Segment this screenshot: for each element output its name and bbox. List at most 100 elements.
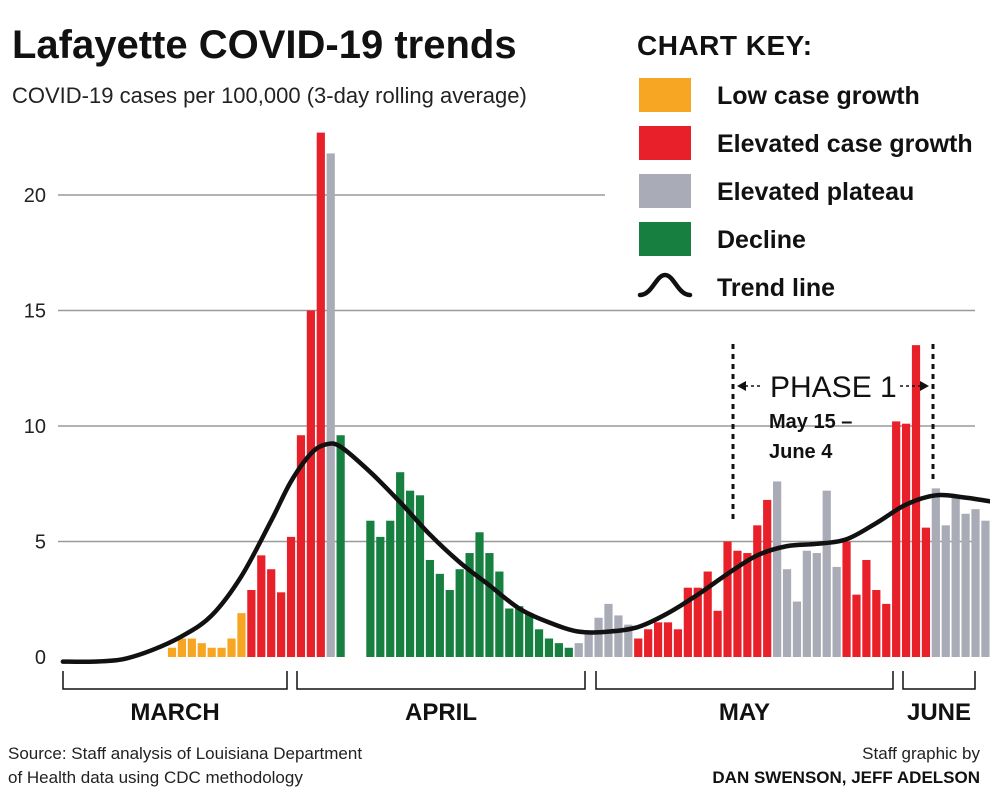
bar-low [217, 647, 226, 657]
bar-decline [386, 520, 395, 657]
bar-elevated [653, 622, 663, 657]
bar-plateau [951, 495, 960, 657]
bar-low [177, 638, 187, 657]
bar-elevated [733, 550, 742, 657]
bar-plateau [832, 566, 841, 657]
legend-label: Decline [717, 226, 806, 254]
y-tick-label: 15 [24, 301, 46, 323]
bar-plateau [792, 601, 802, 657]
chart-title: Lafayette COVID-19 trends [12, 23, 517, 67]
month-axis: MARCH APRIL MAY JUNE [62, 671, 976, 726]
source-line-1: Source: Staff analysis of Louisiana Depa… [8, 744, 362, 763]
bar-decline [405, 490, 415, 657]
legend-swatch [639, 174, 691, 208]
bar-elevated [634, 638, 643, 657]
bar-plateau [594, 617, 603, 657]
y-axis-ticks: 0 5 10 15 20 [24, 185, 46, 669]
legend-label: Trend line [717, 274, 835, 302]
bar-decline [366, 520, 375, 657]
bar-elevated [882, 603, 891, 657]
y-tick-label: 0 [35, 647, 46, 669]
bar-low [187, 638, 196, 657]
legend-swatch [639, 222, 691, 256]
bar-decline [534, 629, 544, 657]
month-label-april: APRIL [405, 699, 477, 726]
trend-line-group [60, 441, 990, 665]
bar-plateau [584, 631, 593, 657]
credit-line-2: DAN SWENSON, JEFF ADELSON [712, 768, 980, 787]
phase-annotation: PHASE 1 May 15 – June 4 [731, 344, 935, 522]
gridlines [58, 194, 975, 543]
bar-elevated [763, 499, 772, 657]
credit-line-1: Staff graphic by [862, 744, 980, 763]
bar-plateau [822, 490, 831, 657]
legend-label: Elevated case growth [717, 130, 973, 158]
month-bracket-april [296, 671, 586, 690]
bar-elevated [713, 610, 722, 657]
bar-elevated [663, 622, 673, 657]
bar-elevated [316, 132, 325, 657]
bar-plateau [971, 509, 980, 657]
source-line-2: of Health data using CDC methodology [8, 768, 303, 787]
bar-elevated [296, 435, 306, 657]
bar-elevated [306, 310, 315, 657]
bar-plateau [782, 569, 792, 657]
bar-elevated [872, 590, 881, 657]
bar-decline [505, 608, 514, 657]
legend-swatch [639, 78, 691, 112]
legend-label: Elevated plateau [717, 178, 914, 206]
bar-decline [396, 472, 405, 657]
bar-elevated [901, 423, 911, 657]
bar-low [167, 647, 177, 657]
y-tick-label: 5 [35, 532, 46, 554]
bar-plateau [981, 520, 990, 657]
month-bracket-june [902, 671, 976, 690]
bar-plateau [941, 525, 950, 657]
bar-elevated [683, 587, 692, 657]
bar-low [197, 643, 206, 657]
bar-elevated [852, 594, 861, 657]
bar-decline [554, 643, 563, 657]
bar-decline [475, 532, 484, 657]
phase-title: PHASE 1 [770, 371, 897, 404]
bar-low [207, 647, 216, 657]
month-bracket-may [595, 671, 894, 690]
bar-decline [445, 590, 454, 657]
bar-elevated [644, 629, 653, 657]
chart-legend: CHART KEY: Low case growth Elevated case g… [637, 30, 973, 302]
bar-decline [544, 638, 554, 657]
bar-elevated [743, 553, 752, 657]
bar-plateau [326, 153, 335, 658]
bar-plateau [614, 615, 623, 657]
bar-elevated [257, 555, 266, 657]
bar-elevated [277, 592, 286, 657]
bar-plateau [574, 643, 583, 657]
bar-low [237, 613, 246, 657]
bar-decline [435, 573, 444, 657]
bar-elevated [921, 527, 931, 657]
bar-decline [495, 571, 504, 657]
bar-plateau [773, 481, 782, 657]
bar-elevated [892, 421, 901, 657]
y-tick-label: 20 [24, 185, 46, 207]
y-tick-label: 10 [24, 416, 46, 438]
month-bracket-march [62, 671, 288, 690]
bar-decline [485, 553, 494, 657]
legend-title: CHART KEY: [637, 30, 813, 61]
bar-elevated [267, 569, 276, 657]
phase-arrow-left-head [737, 381, 746, 391]
bar-decline [336, 435, 345, 657]
bar-plateau [931, 488, 940, 657]
bar-low [227, 638, 236, 657]
month-label-june: JUNE [907, 699, 971, 726]
legend-swatch [639, 126, 691, 160]
bar-elevated [703, 571, 712, 657]
bar-plateau [802, 550, 811, 657]
bar-elevated [286, 536, 296, 657]
bar-decline [525, 613, 534, 657]
bar-elevated [247, 590, 256, 657]
chart-subtitle: COVID-19 cases per 100,000 (3-day rollin… [12, 83, 527, 108]
legend-trend-icon [637, 272, 693, 298]
trend-line [60, 441, 990, 665]
